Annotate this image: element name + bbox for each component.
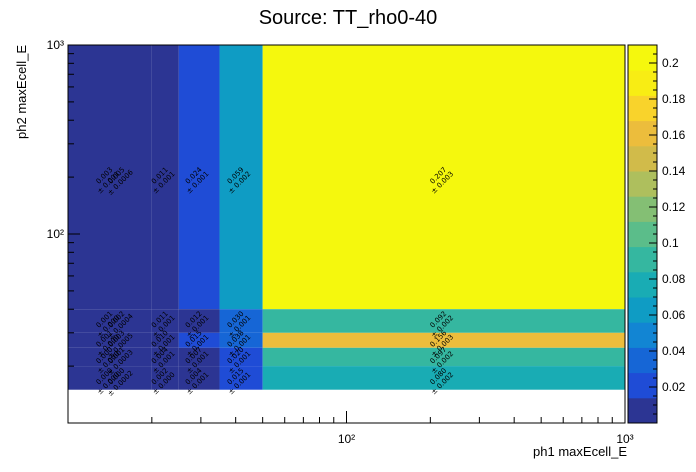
- heatmap-cell: [219, 309, 263, 333]
- heatmap-cell: [151, 347, 179, 367]
- colorbar-swatch: [628, 196, 657, 222]
- heatmap-cell: [68, 347, 152, 367]
- heatmap-cell: [68, 45, 152, 310]
- heatmap-cell: [151, 309, 179, 333]
- colorbar-swatch: [628, 297, 657, 323]
- colorbar-swatch: [628, 145, 657, 172]
- colorbar-tick-label: 0.1: [662, 236, 679, 250]
- x-tick-label: 10³: [616, 432, 633, 446]
- y-tick-label: 10²: [47, 227, 64, 241]
- colorbar-tick-label: 0.04: [662, 344, 686, 358]
- colorbar-tick-label: 0.12: [662, 200, 686, 214]
- colorbar-swatch: [628, 271, 657, 298]
- colorbar-swatch: [628, 45, 657, 71]
- colorbar: 0.02 0.04 0.06 0.08 0.1 0.12 0.14 0.16 0.18 0.2: [627, 44, 686, 424]
- heatmap-cell: [178, 347, 220, 367]
- heatmap-cell: [151, 366, 179, 390]
- heatmap-cell: [68, 366, 152, 390]
- heatmap-cell: [262, 347, 625, 367]
- colorbar-swatch: [628, 246, 657, 273]
- heatmap-cell: [219, 45, 263, 310]
- heatmap-cell: [151, 332, 179, 348]
- heatmap-cell: [262, 332, 625, 348]
- colorbar-swatch: [628, 171, 657, 197]
- colorbar-tick-label: 0.16: [662, 128, 686, 142]
- y-tick-label: 10³: [47, 38, 64, 52]
- colorbar-swatch: [628, 70, 657, 96]
- colorbar-tick-label: 0.06: [662, 308, 686, 322]
- axes: 10² 10³ 10² 10³: [47, 38, 634, 446]
- heatmap-cell: [262, 366, 625, 390]
- heatmap-cell: [68, 309, 152, 333]
- heatmap-cells: [68, 45, 625, 390]
- heatmap-cell: [262, 309, 625, 333]
- heatmap-cell: [262, 45, 625, 310]
- heatmap-cell: [219, 347, 263, 367]
- colorbar-tick-label: 0.14: [662, 164, 686, 178]
- colorbar-tick-label: 0.18: [662, 92, 686, 106]
- heatmap-cell: [219, 332, 263, 348]
- heatmap-cell: [151, 45, 179, 310]
- heatmap-cell: [178, 332, 220, 348]
- colorbar-swatch: [628, 95, 657, 122]
- colorbar-tick-label: 0.02: [662, 380, 686, 394]
- heatmap-cell: [178, 366, 220, 390]
- y-axis-label: ph2 maxEcell_E: [14, 45, 29, 139]
- x-tick-label: 10²: [338, 432, 355, 446]
- heatmap-cell: [219, 366, 263, 390]
- chart-title: Source: TT_rho0-40: [259, 7, 438, 29]
- heatmap-cell: [178, 309, 220, 333]
- heatmap-cell: [68, 332, 152, 348]
- colorbar-swatch: [628, 372, 657, 399]
- heatmap-cell: [178, 45, 220, 310]
- colorbar-swatch: [628, 397, 657, 424]
- colorbar-tick-label: 0.2: [662, 56, 679, 70]
- colorbar-tick-label: 0.08: [662, 272, 686, 286]
- colorbar-swatch: [628, 347, 657, 374]
- colorbar-swatch: [628, 120, 657, 147]
- colorbar-swatch: [628, 322, 657, 348]
- x-axis-label: ph1 maxEcell_E: [533, 444, 627, 459]
